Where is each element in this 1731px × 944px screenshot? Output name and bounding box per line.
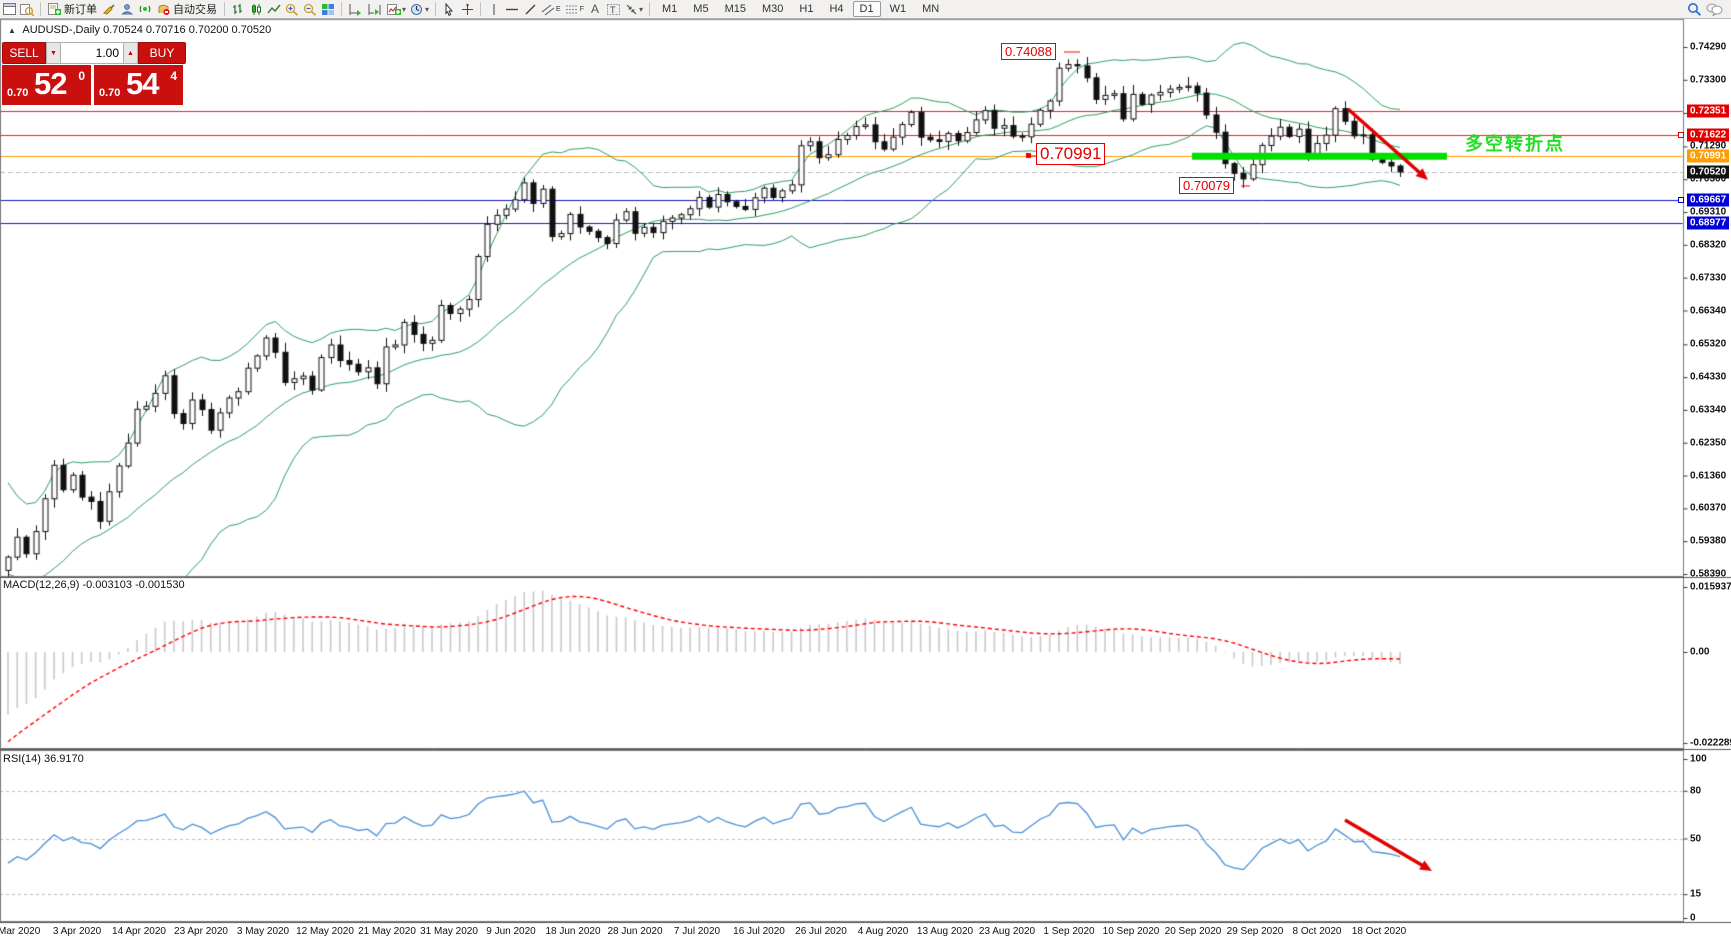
rsi-axis-tick: 15 xyxy=(1690,888,1702,900)
sell-price-tile[interactable]: 0.70 52 0 xyxy=(2,65,91,105)
line-handle-marker[interactable] xyxy=(1678,197,1684,204)
date-axis-label[interactable]: 23 Aug 2020 xyxy=(978,926,1036,937)
line-handle-marker[interactable] xyxy=(1678,132,1684,139)
macd-indicator-label: MACD(12,26,9) -0.003103 -0.001530 xyxy=(3,579,185,591)
buy-button[interactable]: BUY xyxy=(138,42,186,64)
buy-price-main: 54 xyxy=(126,66,159,101)
axis-price-badge: 0.72351 xyxy=(1687,104,1730,118)
rsi-axis-tick: 0 xyxy=(1690,912,1696,924)
volume-increase-button[interactable]: ▲ xyxy=(123,42,138,64)
date-axis-label[interactable]: 16 Jul 2020 xyxy=(733,926,785,937)
sell-price-main: 52 xyxy=(34,66,67,101)
buy-price-tile[interactable]: 0.70 54 4 xyxy=(94,65,183,105)
price-axis-tick: 0.65320 xyxy=(1690,338,1727,350)
macd-axis-tick: -0.022289 xyxy=(1690,737,1731,749)
date-axis-label[interactable]: 23 Apr 2020 xyxy=(174,926,228,937)
price-axis-tick: 0.60370 xyxy=(1690,502,1727,514)
price-axis-tick: 0.61360 xyxy=(1690,470,1727,482)
date-axis-label[interactable]: 4 Aug 2020 xyxy=(857,926,909,937)
axis-price-badge: 0.68977 xyxy=(1687,216,1730,230)
date-axis-label[interactable]: 9 Jun 2020 xyxy=(486,926,536,937)
date-axis-label[interactable]: 5 Mar 2020 xyxy=(0,926,41,937)
macd-axis-tick: 0.00 xyxy=(1690,646,1710,658)
axis-price-badge: 0.70520 xyxy=(1687,165,1730,179)
price-axis-tick: 0.63340 xyxy=(1690,404,1727,416)
date-axis-label[interactable]: 3 Apr 2020 xyxy=(52,926,102,937)
date-axis-label[interactable]: 20 Sep 2020 xyxy=(1164,926,1222,937)
low-price-annotation[interactable]: 0.70079 xyxy=(1179,177,1234,194)
price-axis-tick: 0.67330 xyxy=(1690,272,1727,284)
buy-price-pip: 4 xyxy=(170,69,177,83)
axis-price-badge: 0.70991 xyxy=(1687,149,1730,163)
price-axis-tick: 0.66340 xyxy=(1690,305,1727,316)
date-axis-label[interactable]: 13 Aug 2020 xyxy=(916,926,974,937)
turning-point-annotation[interactable]: 多空转折点 xyxy=(1465,134,1565,154)
rsi-axis-tick: 100 xyxy=(1690,753,1707,765)
price-axis-tick: 0.59380 xyxy=(1690,535,1727,547)
price-axis-tick: 0.73300 xyxy=(1690,74,1727,86)
date-axis-label[interactable]: 26 Jul 2020 xyxy=(795,926,847,937)
peak-price-annotation[interactable]: 0.74088 xyxy=(1001,43,1056,60)
date-axis-label[interactable]: 18 Jun 2020 xyxy=(545,926,601,937)
sell-price-pip: 0 xyxy=(78,69,85,83)
one-click-trading-panel: SELL ▼ ▲ BUY 0.70 52 0 0.70 54 4 xyxy=(2,42,215,105)
date-axis-label[interactable]: 21 May 2020 xyxy=(358,926,416,937)
date-axis-label[interactable]: 8 Oct 2020 xyxy=(1292,926,1342,937)
date-axis-label[interactable]: 29 Sep 2020 xyxy=(1226,926,1284,937)
mid-price-annotation[interactable]: 0.70991 xyxy=(1036,143,1106,165)
buy-price-prefix: 0.70 xyxy=(99,87,121,99)
axis-price-badge: 0.71622 xyxy=(1687,128,1730,142)
price-axis-tick: 0.58390 xyxy=(1690,568,1727,580)
price-axis-tick: 0.68320 xyxy=(1690,239,1727,251)
date-axis-label[interactable]: 10 Sep 2020 xyxy=(1102,926,1160,937)
date-axis-label[interactable]: 7 Jul 2020 xyxy=(673,926,721,937)
price-axis-tick: 0.74290 xyxy=(1690,41,1727,53)
date-axis-label[interactable]: 3 May 2020 xyxy=(236,926,290,937)
rsi-indicator-label: RSI(14) 36.9170 xyxy=(3,753,84,765)
date-axis-label[interactable]: 18 Oct 2020 xyxy=(1351,926,1407,937)
date-axis-label[interactable]: 12 May 2020 xyxy=(296,926,354,937)
rsi-axis-tick: 80 xyxy=(1690,785,1702,797)
rsi-axis-tick: 50 xyxy=(1690,833,1702,844)
macd-axis-tick: 0.015937 xyxy=(1690,581,1731,593)
price-axis-tick: 0.70300 xyxy=(1690,173,1727,185)
volume-input[interactable] xyxy=(61,42,123,64)
price-axis-tick: 0.62350 xyxy=(1690,437,1727,449)
price-axis-tick: 0.69310 xyxy=(1690,206,1727,218)
date-axis-label[interactable]: 14 Apr 2020 xyxy=(112,926,166,937)
date-axis-label[interactable]: 1 Sep 2020 xyxy=(1043,926,1095,937)
price-axis-tick: 0.64330 xyxy=(1690,371,1727,383)
date-axis-label[interactable]: 28 Jun 2020 xyxy=(607,926,663,937)
sell-button[interactable]: SELL xyxy=(2,42,46,64)
sell-price-prefix: 0.70 xyxy=(7,87,29,99)
date-axis-label[interactable]: 31 May 2020 xyxy=(420,926,478,937)
price-axis-tick: 0.71290 xyxy=(1690,140,1727,152)
axis-price-badge: 0.69667 xyxy=(1687,193,1730,207)
volume-decrease-button[interactable]: ▼ xyxy=(46,42,61,64)
